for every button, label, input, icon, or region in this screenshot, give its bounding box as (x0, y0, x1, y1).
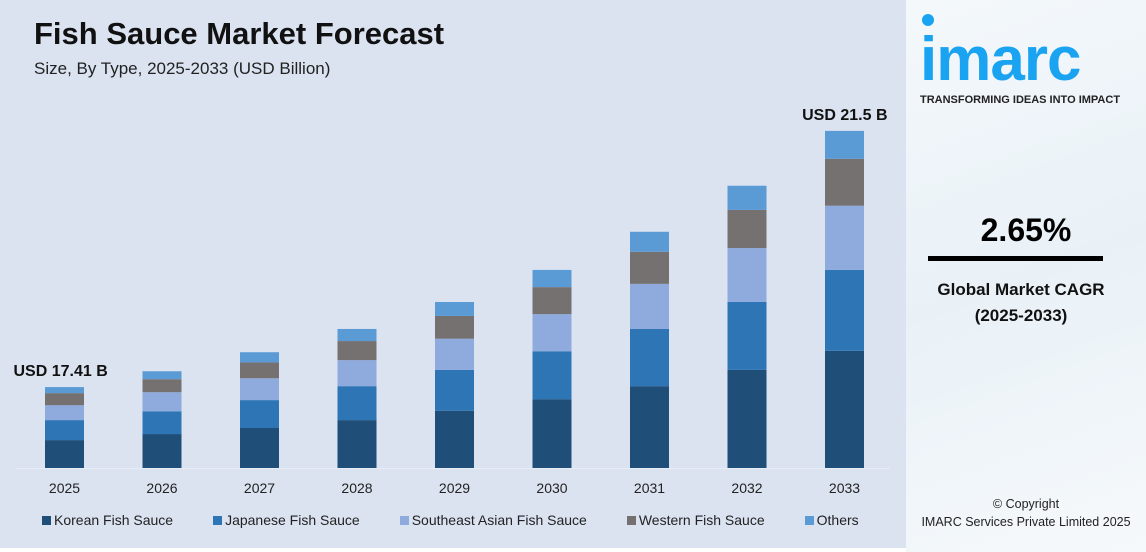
bar-segment (727, 185, 767, 210)
copyright: © Copyright IMARC Services Private Limit… (906, 495, 1146, 531)
bar-segment (630, 251, 669, 284)
bar-segment (435, 369, 474, 411)
bar-segment (240, 362, 279, 379)
x-tick-label: 2032 (731, 480, 762, 496)
cagr-value: 2.65% (980, 212, 1072, 248)
bar-segment (337, 386, 377, 421)
logo-dot-icon (922, 14, 934, 26)
stacked-bar-chart: 2025 2026 2027 2028 2029 2030 2031 2032 2033 USD … (14, 107, 890, 496)
bar-segment (337, 341, 377, 361)
bar-segment (240, 378, 279, 401)
legend-swatch (804, 516, 814, 525)
legend: Korean Fish Sauce Japanese Fish Sauce Sout… (42, 512, 899, 529)
copyright-company: IMARC Services Private Limited 2025 (921, 515, 1131, 529)
bar-segment (142, 371, 182, 380)
legend-swatch (399, 516, 409, 525)
copyright-label: © Copyright (992, 497, 1060, 511)
bar-segment (45, 405, 84, 421)
bar-segment (45, 393, 84, 406)
bar-segment (825, 350, 864, 468)
imarc-logo: imarc (920, 25, 1081, 94)
bar-segment (435, 410, 474, 468)
bar-segment (630, 386, 669, 468)
legend-swatch (42, 516, 51, 525)
bar-segment (532, 314, 572, 352)
value-annotation: USD 17.41 B (14, 363, 108, 380)
bar-segment (142, 392, 182, 412)
bar-segment (825, 130, 864, 159)
legend-item: Korean Fish Sauce (42, 512, 173, 529)
legend-label: Southeast Asian Fish Sauce (411, 512, 587, 528)
legend-swatch (213, 516, 223, 525)
chart-subtitle: Size, By Type, 2025-2033 (USD Billion) (34, 59, 331, 78)
bar-segment (45, 440, 84, 468)
bar-segment (240, 352, 279, 363)
bar-segment (532, 351, 572, 400)
x-tick-label: 2030 (536, 480, 567, 496)
bar-segment (727, 209, 767, 249)
legend-item: Western Fish Sauce (626, 512, 765, 529)
x-tick-label: 2027 (244, 480, 275, 496)
legend-item: Southeast Asian Fish Sauce (399, 512, 587, 529)
bar-segment (337, 328, 377, 342)
bar-segment (630, 283, 669, 329)
bar-segment (435, 338, 474, 370)
bar-segment (240, 400, 279, 429)
bar-segment (825, 269, 864, 351)
tagline: TRANSFORMING IDEAS INTO IMPACT (920, 94, 1121, 106)
x-tick-label: 2033 (829, 480, 860, 496)
bar-segment (435, 315, 474, 339)
bar-segment (727, 248, 767, 302)
bar-segment (532, 269, 572, 288)
bar-segment (727, 301, 767, 370)
x-tick-label: 2028 (341, 480, 372, 496)
x-tick-label: 2026 (146, 480, 177, 496)
bar-segment (240, 428, 279, 468)
bar-segment (825, 205, 864, 270)
cagr-label: Global Market CAGR (2025-2033) (906, 277, 1136, 329)
legend-label: Korean Fish Sauce (54, 512, 174, 528)
legend-label: Western Fish Sauce (638, 512, 765, 528)
bar-segment (630, 328, 669, 387)
bar-segment (337, 360, 377, 387)
value-annotation: USD 21.5 B (802, 107, 887, 124)
legend-label: Others (816, 512, 859, 528)
legend-item: Others (804, 512, 859, 529)
bar-segment (45, 387, 84, 394)
legend-label: Japanese Fish Sauce (225, 512, 360, 528)
bar-segment (337, 420, 377, 468)
x-tick-label: 2031 (634, 480, 665, 496)
legend-item: Japanese Fish Sauce (213, 512, 360, 529)
bar-segment (142, 434, 182, 468)
bar-segment (630, 231, 669, 252)
bar-segment (142, 411, 182, 435)
bar-segment (142, 379, 182, 393)
bar-segment (532, 399, 572, 468)
bar-segment (45, 420, 84, 441)
x-tick-label: 2025 (49, 480, 80, 496)
chart-title: Fish Sauce Market Forecast (34, 16, 445, 51)
sidebar: imarc TRANSFORMING IDEAS INTO IMPACT 2.6… (906, 0, 1146, 552)
x-tick-label: 2029 (439, 480, 470, 496)
bar-segment (435, 301, 474, 316)
cagr-label-text: Global Market CAGR (937, 280, 1105, 299)
cagr-period: (2025-2033) (974, 306, 1068, 325)
bar-segment (532, 287, 572, 315)
cagr-divider (928, 256, 1103, 261)
legend-swatch (626, 516, 636, 525)
bar-segment (825, 158, 864, 206)
bar-segment (727, 369, 767, 468)
